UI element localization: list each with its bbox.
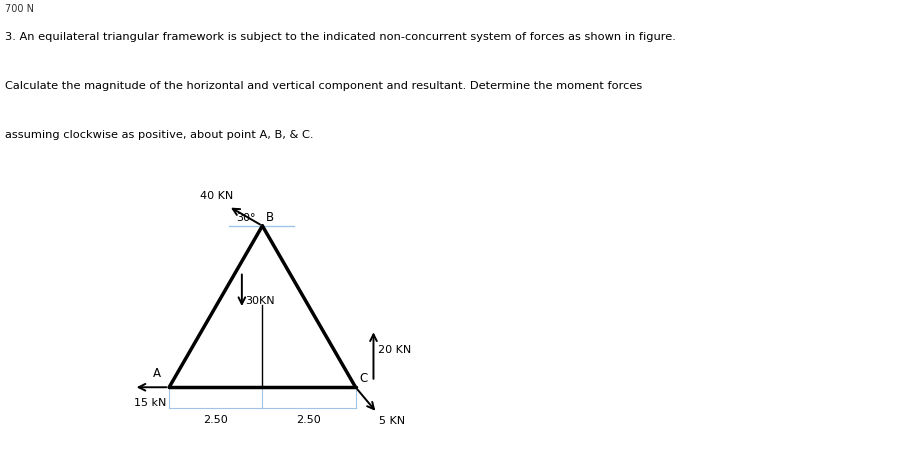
Text: 3. An equilateral triangular framework is subject to the indicated non-concurren: 3. An equilateral triangular framework i… xyxy=(5,32,675,41)
Text: 40 KN: 40 KN xyxy=(199,191,233,201)
Text: Calculate the magnitude of the horizontal and vertical component and resultant. : Calculate the magnitude of the horizonta… xyxy=(5,81,641,91)
Text: assuming clockwise as positive, about point A, B, & C.: assuming clockwise as positive, about po… xyxy=(5,130,313,140)
Text: 30°: 30° xyxy=(236,213,255,223)
Text: 15 kN: 15 kN xyxy=(133,398,166,408)
Text: B: B xyxy=(266,211,274,224)
Text: 700 N: 700 N xyxy=(5,4,33,14)
Text: A: A xyxy=(152,367,161,380)
Text: 2.50: 2.50 xyxy=(203,415,228,425)
Text: C: C xyxy=(359,373,367,385)
Text: 5 KN: 5 KN xyxy=(379,416,405,426)
Text: 2.50: 2.50 xyxy=(296,415,321,425)
Text: 30KN: 30KN xyxy=(244,296,274,306)
Text: 20 KN: 20 KN xyxy=(378,345,410,355)
